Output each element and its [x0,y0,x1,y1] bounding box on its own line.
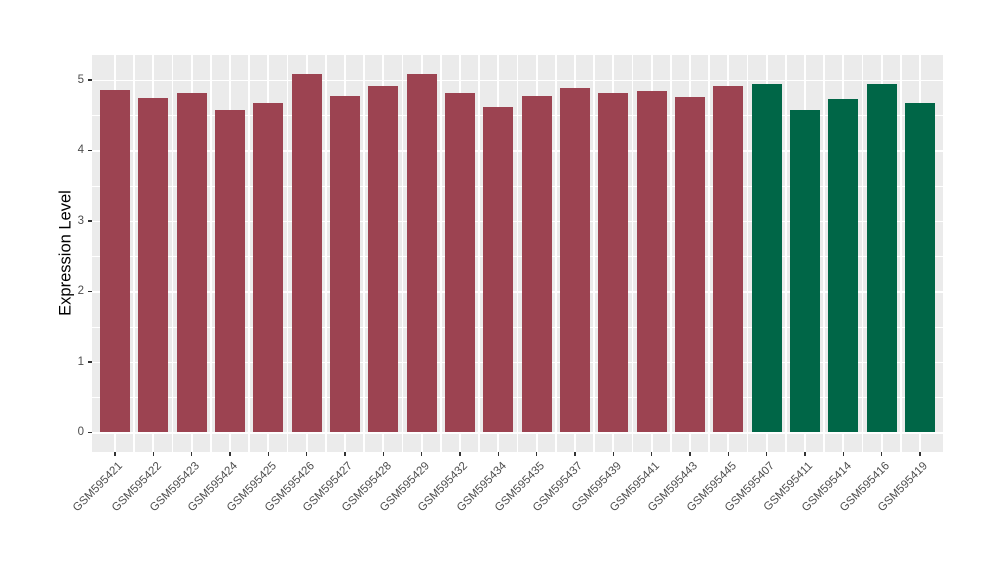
minor-gridline-v [823,55,825,452]
y-tick-label: 1 [77,355,84,368]
minor-gridline-v [784,55,787,452]
x-tick-mark [344,452,346,456]
bar-GSM595445 [713,85,744,433]
minor-gridline-v [746,55,749,452]
bar-GSM595435 [521,96,552,433]
x-tick-mark [880,452,883,456]
minor-gridline-v [708,55,710,452]
bar-GSM595434 [483,107,514,433]
y-tick-label: 3 [77,214,84,227]
y-tick-mark [88,149,92,152]
minor-gridline-v [401,55,404,452]
bar-GSM595428 [368,86,399,433]
bar-GSM595425 [253,103,284,433]
bar-GSM595421 [100,89,130,433]
minor-gridline-v [133,55,135,452]
bar-GSM595416 [866,84,897,433]
x-tick-mark [267,452,270,456]
x-tick-mark [919,452,921,456]
minor-gridline-v [363,55,365,452]
y-tick-mark [88,79,92,81]
y-tick-mark [88,290,92,293]
x-tick-mark [727,452,730,456]
x-tick-mark [114,452,116,456]
bar-GSM595432 [445,93,475,433]
bar-GSM595424 [215,109,245,433]
bar-GSM595411 [790,109,820,433]
bar-GSM595437 [560,88,590,433]
bar-GSM595429 [406,74,437,433]
minor-gridline-v [516,55,519,452]
minor-gridline-v [669,55,672,452]
x-tick-mark [804,452,806,456]
minor-gridline-v [286,55,289,452]
minor-gridline-v [899,55,902,452]
minor-gridline-v [171,55,174,452]
y-tick-mark [88,431,92,434]
bar-GSM595426 [291,74,322,433]
minor-gridline-v [631,55,634,452]
x-tick-mark [765,452,768,456]
y-tick-mark [88,361,92,363]
x-tick-mark [459,452,461,456]
bar-GSM595422 [138,98,169,433]
x-tick-mark [420,452,423,456]
x-tick-mark [535,452,538,456]
x-tick-mark [842,452,845,456]
minor-gridline-v [248,55,250,452]
bar-GSM595441 [636,90,667,433]
minor-gridline-v [593,55,595,452]
y-tick-label: 4 [77,144,84,156]
x-tick-mark [689,452,691,456]
minor-gridline-v [554,55,557,452]
bar-GSM595439 [598,93,629,433]
x-tick-mark [190,452,193,456]
x-tick-mark [650,452,653,456]
minor-gridline-v [861,55,864,452]
minor-gridline-v [478,55,480,452]
minor-gridline-v [209,55,212,452]
bar-GSM595407 [751,84,782,433]
bar-GSM595419 [905,103,935,433]
y-tick-mark [88,220,92,222]
y-tick-label: 0 [77,426,84,438]
minor-gridline-v [324,55,327,452]
x-tick-mark [229,452,231,456]
x-tick-mark [305,452,308,456]
plot-panel [92,55,943,452]
bar-GSM595443 [675,96,705,433]
bar-GSM595427 [330,96,360,433]
x-tick-mark [152,452,155,456]
y-tick-label: 5 [77,73,84,86]
minor-gridline-v [439,55,442,452]
x-tick-mark [497,452,500,456]
x-tick-mark [612,452,615,456]
bar-GSM595414 [828,99,859,433]
bar-GSM595423 [176,92,207,433]
x-tick-mark [382,452,385,456]
y-tick-label: 2 [77,285,84,297]
x-tick-mark [574,452,576,456]
